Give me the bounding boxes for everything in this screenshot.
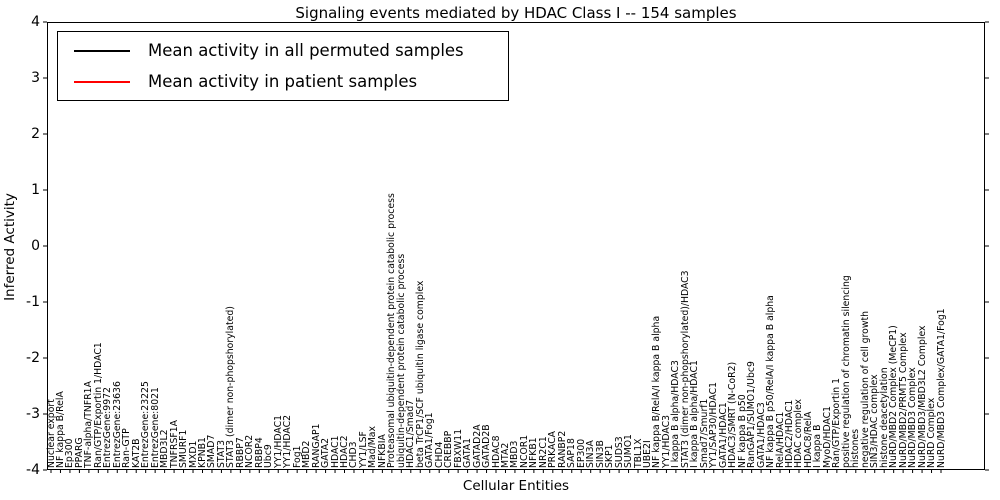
- y-tick-label: -1: [26, 294, 40, 310]
- legend: Mean activity in all permuted samples Me…: [57, 31, 509, 101]
- y-tick-label: -3: [26, 406, 40, 422]
- y-tick-label: 2: [31, 126, 40, 142]
- y-tick-label: -4: [26, 462, 40, 478]
- legend-entry-permuted: Mean activity in all permuted samples: [58, 36, 508, 66]
- axis-ticks: [43, 21, 989, 473]
- legend-entry-patient: Mean activity in patient samples: [58, 67, 508, 97]
- y-tick-label: 1: [31, 182, 40, 198]
- patient-line-swatch: [74, 81, 130, 83]
- legend-label-patient: Mean activity in patient samples: [148, 72, 418, 91]
- y-tick-label: -2: [26, 350, 40, 366]
- permuted-line-swatch: [74, 50, 130, 52]
- x-tick-label: NuRD/MBD3 Complex/GATA1/Fog1: [935, 308, 947, 468]
- x-axis-label: Cellular Entities: [462, 478, 570, 494]
- chart-title: Signaling events mediated by HDAC Class …: [295, 4, 737, 22]
- y-tick-label: 3: [31, 70, 40, 86]
- y-tick-label: 4: [31, 14, 40, 30]
- legend-label-permuted: Mean activity in all permuted samples: [148, 41, 464, 60]
- y-tick-label: 0: [31, 238, 40, 254]
